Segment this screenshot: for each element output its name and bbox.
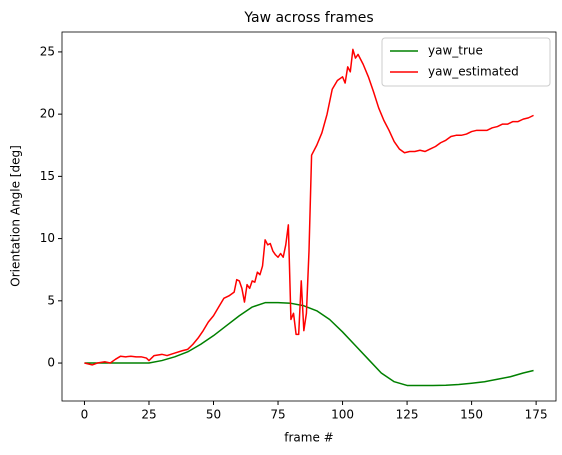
x-tick-label: 175 bbox=[525, 408, 548, 422]
x-tick-label: 75 bbox=[270, 408, 285, 422]
legend-label: yaw_true bbox=[428, 44, 483, 58]
y-axis-label: Orientation Angle [deg] bbox=[9, 145, 23, 287]
y-tick-label: 25 bbox=[40, 44, 55, 58]
x-tick-label: 0 bbox=[81, 408, 89, 422]
x-tick-label: 50 bbox=[206, 408, 221, 422]
legend-label: yaw_estimated bbox=[428, 65, 519, 79]
line-series bbox=[84, 48, 534, 366]
legend-box bbox=[381, 37, 551, 87]
y-tick-label: 10 bbox=[40, 231, 55, 245]
y-tick-label: 20 bbox=[40, 107, 55, 121]
line-series bbox=[84, 301, 534, 387]
x-tick-label: 150 bbox=[460, 408, 483, 422]
y-tick-label: 0 bbox=[47, 356, 55, 370]
plot-frame bbox=[61, 31, 557, 402]
x-tick-label: 100 bbox=[331, 408, 354, 422]
x-axis-label: frame # bbox=[284, 431, 333, 445]
chart-title: Yaw across frames bbox=[243, 10, 373, 26]
x-tick-label: 25 bbox=[141, 408, 156, 422]
x-tick-label: 125 bbox=[396, 408, 419, 422]
y-tick-label: 15 bbox=[40, 169, 55, 183]
y-tick-label: 5 bbox=[47, 293, 55, 307]
